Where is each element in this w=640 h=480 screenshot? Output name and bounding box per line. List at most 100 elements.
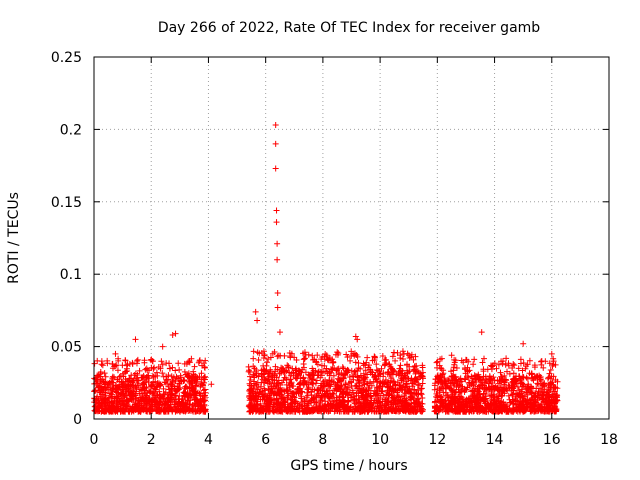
data-point (464, 367, 471, 374)
data-point (284, 362, 291, 369)
data-point (475, 400, 482, 407)
data-point (334, 375, 341, 382)
data-point (434, 386, 441, 393)
data-point (286, 408, 293, 415)
data-point (450, 380, 457, 387)
data-points (91, 122, 561, 415)
data-point (517, 377, 524, 384)
data-point (374, 403, 381, 410)
data-point (447, 401, 453, 408)
data-point (442, 397, 449, 404)
data-point (201, 363, 208, 370)
data-point (384, 369, 391, 376)
data-point (308, 391, 315, 398)
data-point (364, 354, 371, 361)
data-point (138, 374, 145, 381)
data-point (491, 360, 498, 367)
data-point (250, 408, 257, 415)
data-point (287, 376, 294, 383)
data-point (367, 378, 374, 385)
data-point (360, 407, 367, 414)
data-point (311, 399, 318, 406)
data-point (554, 378, 561, 385)
y-tick-label: 0.15 (51, 195, 82, 211)
data-point (404, 361, 411, 368)
data-point (251, 374, 258, 381)
data-point (253, 384, 260, 391)
data-point (347, 357, 354, 364)
data-point (284, 386, 291, 393)
data-point (418, 405, 425, 412)
data-point (290, 372, 297, 379)
data-point (545, 404, 552, 411)
data-point (404, 369, 411, 376)
data-point (108, 391, 115, 398)
data-point (158, 358, 165, 365)
data-point (143, 401, 150, 408)
data-point (129, 407, 136, 414)
data-point (470, 361, 477, 368)
data-point (97, 395, 104, 402)
data-point (122, 369, 129, 376)
data-point (305, 381, 312, 388)
data-point (300, 361, 307, 368)
data-point (469, 402, 476, 409)
data-point (410, 366, 417, 373)
data-point (342, 367, 349, 374)
data-point (345, 398, 352, 405)
data-point (163, 360, 170, 367)
data-point (418, 391, 425, 398)
data-point (409, 383, 416, 390)
data-point (374, 367, 381, 374)
data-point (515, 365, 522, 372)
data-point (362, 397, 369, 404)
data-point (336, 370, 343, 377)
data-point (295, 370, 302, 377)
data-point (365, 390, 372, 397)
data-point (197, 405, 204, 412)
data-point (185, 374, 192, 381)
data-point (271, 372, 278, 379)
data-point (550, 373, 557, 380)
data-point (151, 395, 158, 402)
data-point (402, 407, 409, 414)
data-point (389, 385, 396, 392)
data-point (275, 408, 282, 415)
data-point (412, 390, 419, 397)
data-point (97, 368, 104, 375)
data-point (296, 380, 303, 387)
data-point (119, 400, 126, 407)
data-point (358, 374, 365, 381)
data-point (376, 383, 383, 390)
data-point (188, 355, 195, 362)
data-point (276, 329, 283, 336)
data-point (487, 362, 494, 369)
data-point (392, 357, 399, 364)
data-point (477, 376, 484, 383)
data-point (379, 353, 386, 360)
data-point (172, 378, 179, 385)
data-point (451, 394, 458, 401)
data-point (309, 352, 316, 359)
data-point (491, 377, 498, 384)
data-point (419, 394, 426, 401)
data-point (193, 396, 200, 403)
data-point (113, 382, 120, 389)
data-point (454, 398, 461, 405)
data-point (395, 372, 402, 379)
data-point (353, 352, 360, 359)
data-point (352, 372, 359, 379)
data-point (295, 389, 302, 396)
data-point (134, 356, 141, 363)
data-point (508, 387, 515, 394)
data-point (271, 349, 278, 356)
data-point (136, 400, 143, 407)
data-point (281, 374, 288, 381)
data-point (325, 403, 332, 410)
data-point (156, 404, 163, 411)
data-point (516, 401, 523, 408)
data-point (389, 353, 396, 360)
data-point (452, 373, 459, 380)
data-point (294, 407, 301, 414)
